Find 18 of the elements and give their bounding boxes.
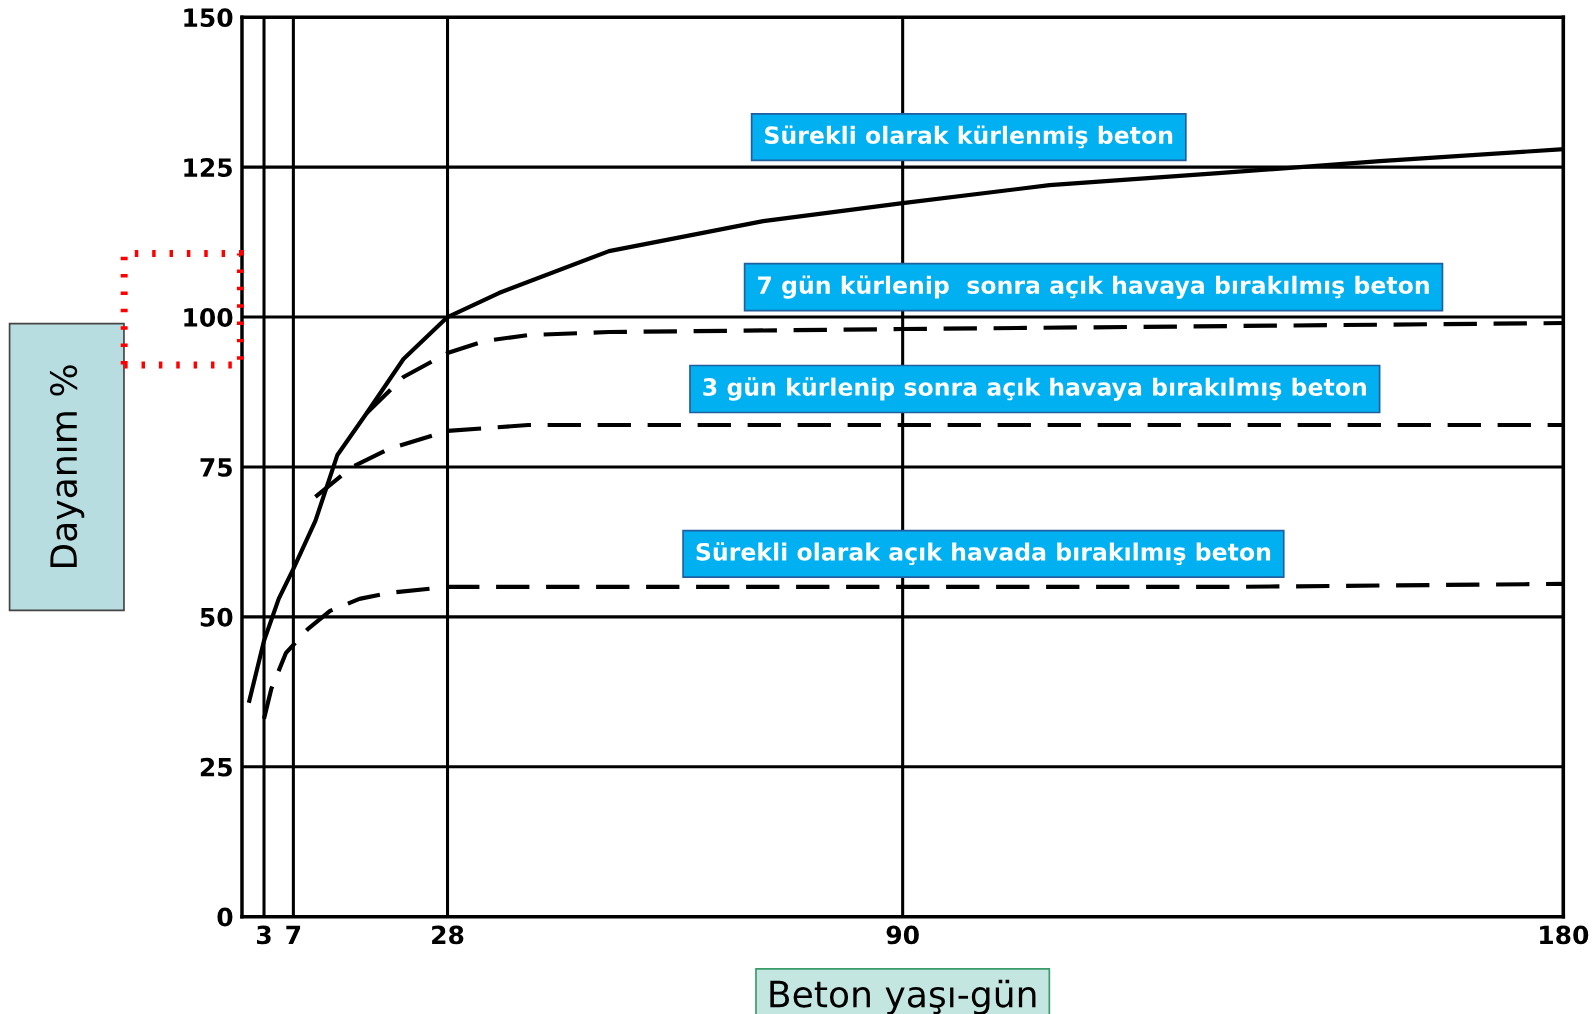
- y-tick-label: 125: [184, 158, 232, 177]
- x-tick-label: 3: [256, 925, 271, 945]
- y-tick-label: 50: [200, 607, 233, 627]
- y-tick-label: 100: [184, 307, 233, 327]
- y-tick-label: 150: [184, 8, 233, 28]
- series-label: Sürekli olarak kürlenmiş beton: [765, 125, 1173, 149]
- series-label: Sürekli olarak açık havada bırakılmış beton: [696, 542, 1271, 566]
- series-label: 7 gün kürlenip sonra açık havaya bırakılmış beton: [757, 275, 1429, 299]
- x-tick-label: 28: [432, 925, 464, 945]
- y-tick-label: 75: [200, 458, 232, 477]
- y-tick-label: 25: [200, 757, 232, 777]
- x-tick-label: 180: [1540, 925, 1589, 945]
- x-axis-title: Beton yaşı-gün: [770, 979, 1036, 1014]
- x-tick-label: 90: [886, 925, 919, 945]
- y-axis-title: Dayanım %: [49, 365, 85, 568]
- x-tick-label: 7: [286, 925, 301, 944]
- y-tick-label: 0: [217, 907, 233, 927]
- series-label: 3 gün kürlenip sonra açık havaya bırakılmış beton: [703, 377, 1366, 401]
